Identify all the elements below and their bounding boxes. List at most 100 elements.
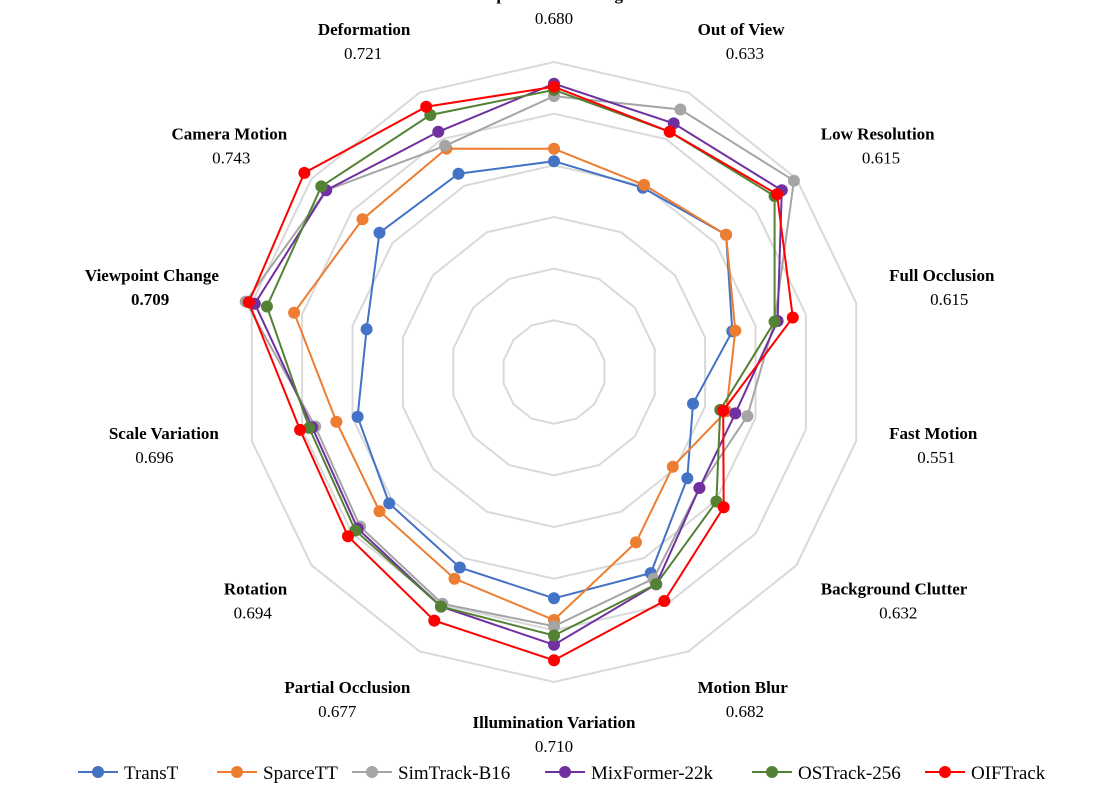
data-point (768, 315, 781, 328)
data-point (330, 415, 343, 428)
legend-marker (559, 766, 571, 778)
data-point (373, 226, 386, 239)
data-point (548, 654, 560, 667)
axis-label-group: Full Occlusion 0.615 (889, 266, 995, 309)
grid-ring-2 (452, 267, 656, 477)
data-point (717, 501, 730, 514)
data-point (548, 155, 560, 168)
data-point (681, 472, 694, 485)
data-point (548, 592, 560, 605)
data-point (729, 324, 742, 337)
data-point (717, 404, 730, 417)
data-point (650, 578, 663, 591)
axis-name-label: Motion Blur (698, 678, 789, 697)
data-point (288, 306, 301, 319)
grid-ring-1 (502, 319, 606, 425)
legend-item: TransT (78, 763, 179, 784)
legend-marker (231, 766, 243, 778)
data-point (693, 482, 706, 494)
data-point (658, 595, 671, 607)
legend-item: OSTrack-256 (752, 763, 901, 784)
data-point (666, 460, 679, 473)
legend-label: OIFTrack (971, 763, 1046, 784)
data-point (741, 410, 754, 423)
data-point (453, 561, 466, 574)
data-point (630, 536, 642, 549)
axis-name-label: Fast Motion (889, 424, 978, 443)
axis-value-label: 0.696 (135, 448, 173, 467)
data-point (663, 125, 676, 138)
data-point (432, 125, 445, 138)
axis-label-group: Scale Variation 0.696 (109, 424, 220, 467)
legend-label: SparceTT (263, 763, 338, 784)
grid-ring-6 (250, 60, 858, 684)
data-point (435, 600, 447, 613)
axis-value-label: 0.743 (212, 148, 250, 167)
legend-label: OSTrack-256 (798, 763, 901, 784)
data-point (298, 166, 311, 179)
series-oiftrack (242, 80, 799, 667)
data-point (315, 180, 328, 193)
axis-label-group: Deformation 0.721 (318, 20, 411, 63)
axis-label-group: Illumination Variation 0.710 (473, 713, 637, 756)
legend-marker (766, 766, 778, 778)
series-transt (351, 155, 739, 605)
axis-label-group: Fast Motion 0.551 (889, 424, 978, 467)
axis-value-label: 0.633 (726, 44, 764, 63)
grid-ring-4 (351, 164, 757, 580)
data-point (439, 139, 452, 152)
data-point (674, 103, 687, 116)
data-point (687, 397, 699, 410)
axis-name-label: Out of View (698, 20, 786, 39)
legend-item: SimTrack-B16 (352, 763, 510, 784)
axis-label-group: Partial Occlusion 0.677 (284, 678, 411, 721)
data-point (303, 421, 316, 434)
data-point (720, 228, 733, 241)
data-point (428, 614, 441, 627)
axis-name-label: Camera Motion (172, 124, 288, 143)
data-point (360, 323, 373, 336)
data-point (383, 497, 396, 510)
axis-value-label: 0.682 (726, 702, 764, 721)
data-point (448, 572, 461, 585)
legend-label: MixFormer-22k (591, 763, 714, 784)
data-point (548, 629, 560, 642)
axis-value-label: 0.677 (318, 702, 357, 721)
axis-name-label: Illumination Variation (473, 713, 637, 732)
axis-name-label: Full Occlusion (889, 266, 995, 285)
axis-label-group: Rotation 0.694 (224, 580, 288, 623)
legend-marker (939, 766, 951, 778)
axis-value-label: 0.694 (234, 604, 273, 623)
radar-grid (250, 60, 858, 684)
axis-value-label: 0.710 (535, 737, 573, 756)
data-point (356, 213, 369, 226)
series-line (265, 88, 776, 637)
axis-label-group: Camera Motion 0.743 (172, 124, 288, 167)
axis-value-label: 0.615 (862, 148, 900, 167)
legend-label: SimTrack-B16 (398, 763, 510, 784)
data-point (771, 188, 783, 201)
data-point (787, 174, 800, 187)
axis-value-label: 0.709 (131, 290, 169, 309)
axis-label-group: Aspect Ratio Change 0.680 (478, 0, 631, 28)
radar-series-group (239, 77, 800, 667)
data-point (548, 142, 560, 155)
axis-label-group: Out of View 0.633 (698, 20, 786, 63)
data-point (786, 311, 799, 324)
axis-labels: Aspect Ratio Change 0.680 Out of View 0.633… (85, 0, 995, 756)
data-point (729, 407, 742, 420)
legend-marker (92, 766, 104, 778)
axis-name-label: Background Clutter (821, 580, 968, 599)
axis-label-group: Low Resolution 0.615 (821, 124, 935, 167)
legend-label: TransT (124, 763, 179, 784)
axis-name-label: Low Resolution (821, 124, 935, 143)
data-point (351, 410, 364, 423)
data-point (548, 638, 560, 651)
axis-value-label: 0.551 (917, 448, 955, 467)
axis-name-label: Deformation (318, 20, 411, 39)
axis-name-label: Partial Occlusion (284, 678, 411, 697)
data-point (548, 80, 560, 93)
axis-name-label: Rotation (224, 580, 288, 599)
axis-value-label: 0.632 (879, 604, 917, 623)
